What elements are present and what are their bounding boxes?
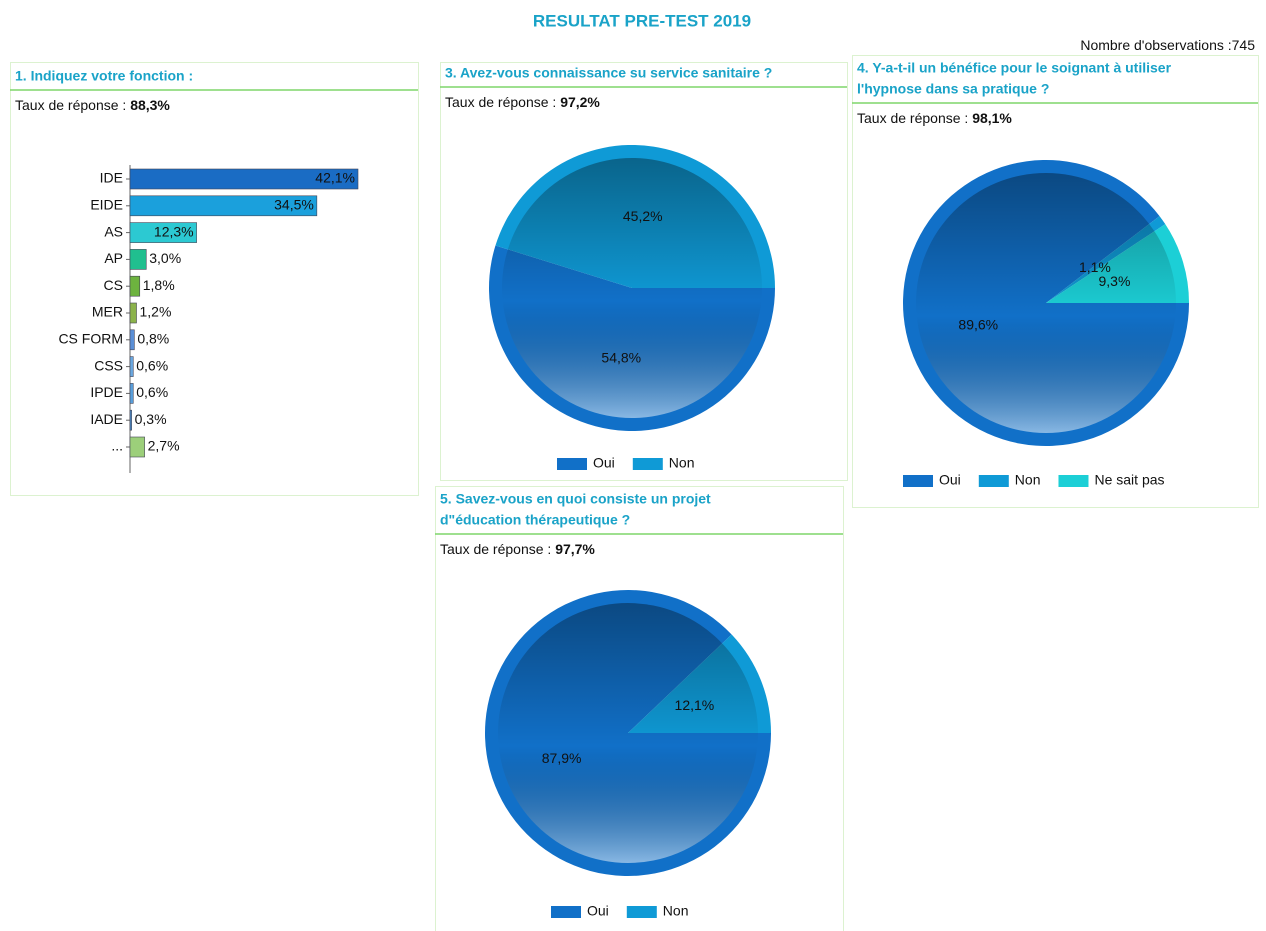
value-label: 1,2% <box>139 304 171 320</box>
category-label: IPDE <box>90 384 123 400</box>
response-label: Taux de réponse : <box>857 110 972 126</box>
panel-title: 5. Savez-vous en quoi consiste un projet <box>440 491 711 507</box>
bar <box>129 436 145 458</box>
legend-swatch <box>632 458 663 470</box>
category-label: IADE <box>90 411 123 427</box>
response-label: Taux de réponse : <box>440 541 555 557</box>
pie-label: 45,2% <box>623 208 663 224</box>
page-title: RESULTAT PRE-TEST 2019 <box>533 11 751 30</box>
bar <box>129 222 197 243</box>
value-label: 2,7% <box>148 438 180 454</box>
value-label: 12,3% <box>154 223 194 239</box>
bar <box>129 195 318 217</box>
category-label: AP <box>104 250 123 266</box>
bar <box>129 409 132 431</box>
pie-label: 9,3% <box>1099 273 1131 289</box>
pie-label: 87,9% <box>542 750 582 766</box>
legend-label: Oui <box>939 472 961 488</box>
panel <box>435 486 844 931</box>
category-label: CSS <box>94 357 123 373</box>
bar <box>129 168 359 190</box>
panel-title: 3. Avez-vous connaissance su service san… <box>445 65 772 81</box>
response-label: Taux de réponse : <box>15 97 130 113</box>
pie-label: 1,1% <box>1079 259 1111 275</box>
bar <box>129 249 147 270</box>
bar <box>129 275 141 297</box>
bar <box>129 329 135 351</box>
response-value: 98,1% <box>972 110 1012 126</box>
category-label: EIDE <box>90 197 123 213</box>
category-label: AS <box>104 223 123 239</box>
response-value: 97,2% <box>560 94 600 110</box>
pie-label: 89,6% <box>958 317 998 333</box>
value-label: 3,0% <box>149 250 181 266</box>
legend-label: Non <box>663 903 689 919</box>
legend-label: Non <box>669 455 695 471</box>
response-rate: Taux de réponse : 98,1% <box>857 110 1012 126</box>
response-value: 97,7% <box>555 541 595 557</box>
value-label: 1,8% <box>143 277 175 293</box>
legend-label: Ne sait pas <box>1094 472 1164 488</box>
response-rate: Taux de réponse : 88,3% <box>15 97 170 113</box>
category-label: MER <box>92 304 123 320</box>
value-label: 0,6% <box>136 357 168 373</box>
panel-title: d"éducation thérapeutique ? <box>440 512 630 528</box>
legend-swatch <box>978 475 1009 487</box>
observations: Nombre d'observations :745 <box>1080 37 1255 53</box>
response-rate: Taux de réponse : 97,7% <box>440 541 595 557</box>
observations-label: Nombre d'observations : <box>1080 37 1231 53</box>
category-label: IDE <box>100 170 123 186</box>
legend-swatch <box>903 475 933 487</box>
value-label: 0,6% <box>136 384 168 400</box>
legend-swatch <box>626 906 657 918</box>
pie-label: 54,8% <box>601 349 641 365</box>
value-label: 0,8% <box>137 331 169 347</box>
value-label: 0,3% <box>135 411 167 427</box>
value-label: 42,1% <box>315 170 355 186</box>
response-value: 88,3% <box>130 97 170 113</box>
response-label: Taux de réponse : <box>445 94 560 110</box>
panel-title: 4. Y-a-t-il un bénéfice pour le soignant… <box>857 60 1172 76</box>
category-label: ... <box>111 438 123 454</box>
legend-label: Non <box>1015 472 1041 488</box>
pie-label: 12,1% <box>675 697 715 713</box>
legend-swatch <box>1058 475 1089 487</box>
panel <box>440 62 848 481</box>
panel-title: 1. Indiquez votre fonction : <box>15 68 193 84</box>
panel <box>10 62 419 496</box>
legend-swatch <box>551 906 581 918</box>
category-label: CS FORM <box>58 331 123 347</box>
bar <box>129 356 134 377</box>
panel <box>852 55 1259 508</box>
legend-label: Oui <box>587 903 609 919</box>
response-rate: Taux de réponse : 97,2% <box>445 94 600 110</box>
bar <box>129 383 134 404</box>
legend-swatch <box>557 458 587 470</box>
legend-label: Oui <box>593 455 615 471</box>
panel-title: l'hypnose dans sa pratique ? <box>857 81 1049 97</box>
observations-value: 745 <box>1232 37 1256 53</box>
category-label: CS <box>104 277 123 293</box>
value-label: 34,5% <box>274 197 314 213</box>
bar <box>129 302 137 324</box>
